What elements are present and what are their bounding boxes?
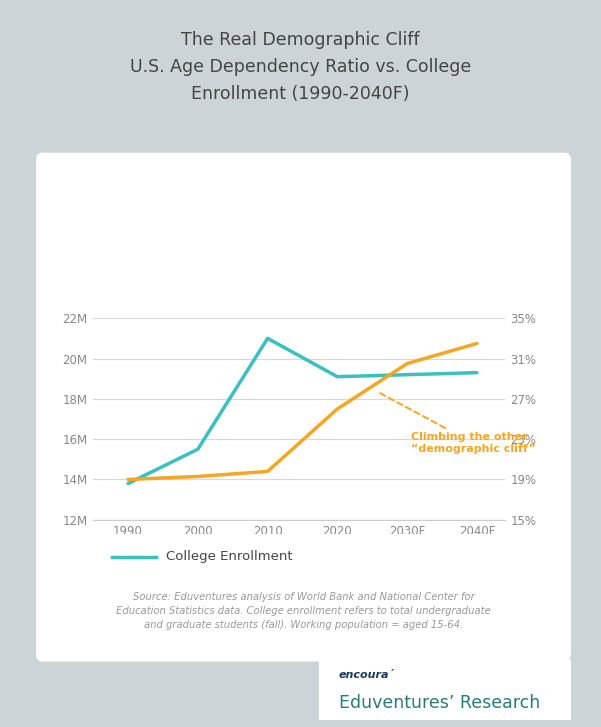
Text: Climbing the other
“demographic cliff”: Climbing the other “demographic cliff” (378, 392, 535, 454)
Text: Enrollment (1990-2040F): Enrollment (1990-2040F) (191, 85, 410, 103)
Text: The Real Demographic Cliff: The Real Demographic Cliff (181, 31, 420, 49)
Text: Eduventures’ Research: Eduventures’ Research (339, 694, 540, 712)
Text: College Enrollment: College Enrollment (166, 550, 292, 563)
Text: encoura´: encoura´ (339, 670, 395, 680)
Text: Age Dependency Ratio: Age Dependency Ratio (166, 585, 319, 598)
Text: U.S. Age Dependency Ratio vs. College: U.S. Age Dependency Ratio vs. College (130, 58, 471, 76)
Text: Source: Eduventures analysis of World Bank and National Center for
Education Sta: Source: Eduventures analysis of World Ba… (116, 592, 491, 630)
